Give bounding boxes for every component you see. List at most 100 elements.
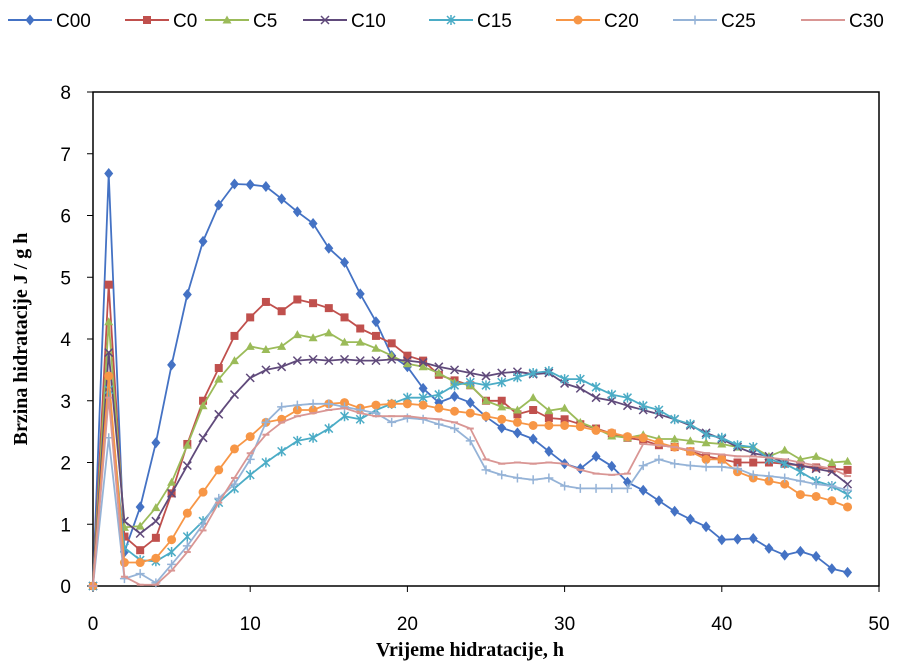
x-tick-label: 0 bbox=[88, 614, 99, 635]
data-point-c00 bbox=[717, 534, 727, 546]
data-point-c5 bbox=[182, 440, 192, 449]
data-point-c25 bbox=[512, 473, 522, 483]
data-point-c15 bbox=[701, 429, 711, 440]
data-point-c00 bbox=[795, 545, 805, 557]
data-point-c0 bbox=[356, 324, 365, 333]
data-point-c25 bbox=[764, 471, 774, 481]
data-point-c15 bbox=[324, 423, 334, 434]
data-point-c0 bbox=[246, 313, 255, 322]
data-point-c20 bbox=[622, 432, 632, 442]
data-point-c20 bbox=[811, 491, 821, 501]
data-point-c15 bbox=[560, 374, 570, 385]
data-point-c00 bbox=[214, 199, 224, 211]
legend-label-c00: C00 bbox=[56, 11, 91, 32]
data-point-c00 bbox=[701, 521, 711, 533]
data-point-c15 bbox=[339, 411, 350, 422]
legend-item-c30: C30 bbox=[801, 11, 884, 32]
data-point-c10 bbox=[434, 362, 444, 372]
data-point-c15 bbox=[308, 432, 318, 443]
axes: 0 10 20 30 40 50 0 1 2 3 4 5 6 7 8 bbox=[60, 83, 889, 635]
data-point-c5 bbox=[214, 374, 224, 383]
data-point-c0 bbox=[843, 465, 852, 474]
data-point-c10 bbox=[324, 356, 334, 366]
data-point-c5 bbox=[245, 341, 255, 350]
data-point-c5 bbox=[434, 368, 444, 377]
x-axis-ticks: 0 10 20 30 40 50 bbox=[88, 586, 890, 635]
data-point-c10 bbox=[308, 354, 318, 364]
data-point-c25 bbox=[748, 470, 758, 480]
data-point-c00 bbox=[670, 505, 680, 517]
data-point-c25 bbox=[780, 473, 790, 483]
legend-item-c00: C00 bbox=[8, 11, 91, 32]
data-point-c00 bbox=[638, 484, 648, 496]
data-point-c5 bbox=[827, 458, 837, 466]
data-point-c25 bbox=[638, 461, 648, 471]
data-point-c5 bbox=[229, 356, 239, 365]
data-point-c5 bbox=[497, 402, 507, 411]
data-point-c25 bbox=[544, 473, 554, 483]
data-point-c15 bbox=[355, 414, 365, 425]
data-point-c25 bbox=[575, 483, 585, 493]
data-point-c25 bbox=[340, 402, 350, 412]
series-c00 bbox=[88, 168, 853, 592]
data-point-c25 bbox=[277, 402, 287, 412]
data-point-c20 bbox=[591, 425, 601, 435]
data-point-c20 bbox=[528, 420, 538, 430]
data-point-c0 bbox=[324, 304, 333, 313]
data-point-c00 bbox=[843, 566, 853, 578]
data-point-c5 bbox=[402, 359, 412, 368]
data-point-c0 bbox=[403, 351, 412, 360]
data-point-c0 bbox=[560, 415, 569, 424]
data-point-c5 bbox=[104, 317, 114, 326]
data-point-c15 bbox=[167, 547, 177, 558]
data-point-c25 bbox=[497, 470, 507, 480]
legend-marker-c00 bbox=[25, 14, 35, 26]
data-point-c20 bbox=[198, 487, 208, 497]
legend-label-c15: C15 bbox=[477, 11, 512, 32]
data-point-c5 bbox=[481, 396, 491, 405]
data-point-c20 bbox=[607, 428, 617, 438]
data-point-c0 bbox=[529, 406, 538, 415]
y-tick-label: 3 bbox=[60, 392, 71, 413]
data-point-c5 bbox=[277, 341, 287, 350]
data-point-c15 bbox=[182, 531, 192, 542]
data-point-c5 bbox=[371, 343, 381, 352]
data-point-c10 bbox=[339, 354, 350, 364]
data-point-c25 bbox=[167, 559, 177, 569]
x-axis-title: Vrijeme hidratacije, h bbox=[376, 639, 564, 661]
data-point-c10 bbox=[355, 356, 365, 366]
legend-item-c0: C0 bbox=[125, 11, 197, 32]
data-point-c00 bbox=[308, 218, 318, 230]
data-point-c15 bbox=[795, 466, 805, 477]
data-point-c15 bbox=[450, 380, 460, 391]
data-point-c15 bbox=[717, 432, 727, 443]
data-point-c25 bbox=[481, 465, 491, 475]
data-point-c5 bbox=[528, 393, 538, 402]
data-point-c10 bbox=[575, 383, 585, 393]
data-point-c00 bbox=[229, 178, 239, 190]
data-point-c00 bbox=[607, 460, 617, 472]
data-point-c25 bbox=[465, 436, 475, 446]
data-point-c25 bbox=[843, 485, 853, 495]
y-tick-label: 0 bbox=[60, 577, 71, 598]
data-point-c10 bbox=[229, 390, 240, 400]
data-point-c15 bbox=[685, 419, 695, 430]
data-point-c25 bbox=[261, 417, 271, 427]
data-point-c00 bbox=[261, 180, 271, 192]
data-point-c20 bbox=[387, 399, 397, 409]
data-point-c0 bbox=[136, 546, 145, 555]
data-point-c20 bbox=[780, 479, 790, 489]
legend: C00 C0 C5 C10 C15 C20 C25 C30 bbox=[8, 11, 884, 32]
legend-marker-c10 bbox=[320, 15, 330, 25]
data-point-c00 bbox=[135, 501, 145, 513]
data-point-c20 bbox=[795, 490, 805, 500]
y-tick-label: 8 bbox=[60, 83, 71, 104]
data-point-c10 bbox=[402, 356, 412, 366]
data-point-c10 bbox=[167, 488, 177, 498]
data-point-c25 bbox=[528, 475, 538, 485]
data-point-c5 bbox=[308, 333, 318, 342]
data-point-c00 bbox=[355, 288, 365, 300]
data-point-c10 bbox=[497, 368, 507, 378]
data-point-c25 bbox=[811, 479, 821, 489]
